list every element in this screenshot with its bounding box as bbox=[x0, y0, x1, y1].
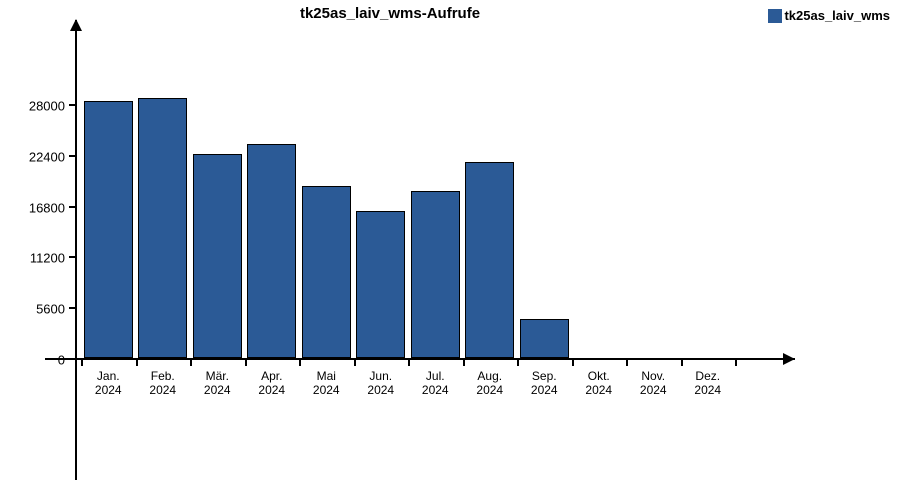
y-tick-label: 11200 bbox=[5, 251, 65, 266]
bar bbox=[138, 98, 187, 358]
y-tick bbox=[69, 307, 75, 309]
y-tick-label: 5600 bbox=[5, 302, 65, 317]
x-tick bbox=[681, 360, 683, 366]
x-tick bbox=[572, 360, 574, 366]
x-tick bbox=[517, 360, 519, 366]
y-tick-label: 28000 bbox=[5, 98, 65, 113]
x-tick bbox=[299, 360, 301, 366]
y-axis-arrow-icon bbox=[70, 19, 82, 31]
y-tick bbox=[69, 104, 75, 106]
x-tick bbox=[463, 360, 465, 366]
x-tick bbox=[190, 360, 192, 366]
x-tick-label: Dez.2024 bbox=[683, 370, 733, 398]
bar bbox=[356, 211, 405, 358]
y-tick bbox=[69, 155, 75, 157]
chart-container: tk25as_laiv_wms-Aufrufe tk25as_laiv_wms … bbox=[0, 0, 900, 500]
x-tick-label: Okt.2024 bbox=[574, 370, 624, 398]
x-tick-label: Jun.2024 bbox=[356, 370, 406, 398]
x-tick bbox=[354, 360, 356, 366]
x-tick-label: Sep.2024 bbox=[519, 370, 569, 398]
y-tick-label: 16800 bbox=[5, 200, 65, 215]
x-tick-label: Jul.2024 bbox=[410, 370, 460, 398]
x-axis-arrow-icon bbox=[783, 353, 795, 365]
x-tick-label: Feb.2024 bbox=[138, 370, 188, 398]
x-tick bbox=[245, 360, 247, 366]
x-tick bbox=[735, 360, 737, 366]
bar bbox=[520, 319, 569, 358]
x-tick bbox=[626, 360, 628, 366]
x-tick bbox=[81, 360, 83, 366]
bar bbox=[465, 162, 514, 358]
y-tick-label: 22400 bbox=[5, 149, 65, 164]
bar bbox=[193, 154, 242, 358]
y-tick bbox=[69, 206, 75, 208]
x-tick-label: Jan.2024 bbox=[83, 370, 133, 398]
bar bbox=[247, 144, 296, 358]
x-tick bbox=[136, 360, 138, 366]
y-tick bbox=[69, 256, 75, 258]
y-axis bbox=[75, 20, 77, 480]
x-tick-label: Mär.2024 bbox=[192, 370, 242, 398]
x-tick-label: Aug.2024 bbox=[465, 370, 515, 398]
y-tick-label: 0 bbox=[5, 353, 65, 368]
x-tick-label: Nov.2024 bbox=[628, 370, 678, 398]
bar bbox=[302, 186, 351, 358]
bar bbox=[411, 191, 460, 358]
x-tick-label: Apr.2024 bbox=[247, 370, 297, 398]
x-axis bbox=[45, 358, 795, 360]
x-tick bbox=[408, 360, 410, 366]
legend: tk25as_laiv_wms bbox=[768, 8, 890, 23]
legend-label: tk25as_laiv_wms bbox=[784, 8, 890, 23]
x-tick-label: Mai2024 bbox=[301, 370, 351, 398]
y-tick bbox=[69, 358, 75, 360]
bar bbox=[84, 101, 133, 358]
plot-area: 0560011200168002240028000Jan.2024Feb.202… bbox=[75, 20, 775, 420]
